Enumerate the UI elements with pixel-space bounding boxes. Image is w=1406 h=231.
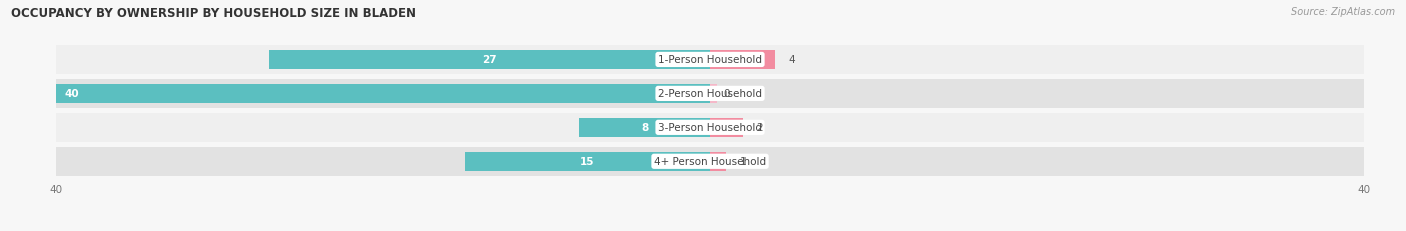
Text: 4+ Person Household: 4+ Person Household [654, 157, 766, 167]
Text: 27: 27 [482, 55, 496, 65]
Text: 8: 8 [641, 123, 648, 133]
Text: OCCUPANCY BY OWNERSHIP BY HOUSEHOLD SIZE IN BLADEN: OCCUPANCY BY OWNERSHIP BY HOUSEHOLD SIZE… [11, 7, 416, 20]
Text: 2-Person Household: 2-Person Household [658, 89, 762, 99]
Text: 4: 4 [789, 55, 796, 65]
Bar [56, 113, 1364, 142]
Bar [579, 119, 710, 137]
Bar [56, 46, 1364, 75]
Text: 1-Person Household: 1-Person Household [658, 55, 762, 65]
Bar [269, 51, 710, 70]
Text: 2: 2 [756, 123, 762, 133]
Bar [710, 51, 776, 70]
Bar [710, 119, 742, 137]
Text: 0: 0 [723, 89, 730, 99]
Text: 40: 40 [65, 89, 79, 99]
Bar [56, 147, 1364, 176]
Bar [710, 85, 717, 103]
Bar [710, 152, 727, 171]
Text: 3-Person Household: 3-Person Household [658, 123, 762, 133]
Bar [56, 85, 710, 103]
Text: 15: 15 [581, 157, 595, 167]
Text: 1: 1 [740, 157, 747, 167]
Text: Source: ZipAtlas.com: Source: ZipAtlas.com [1291, 7, 1395, 17]
Bar [465, 152, 710, 171]
Bar [56, 80, 1364, 108]
